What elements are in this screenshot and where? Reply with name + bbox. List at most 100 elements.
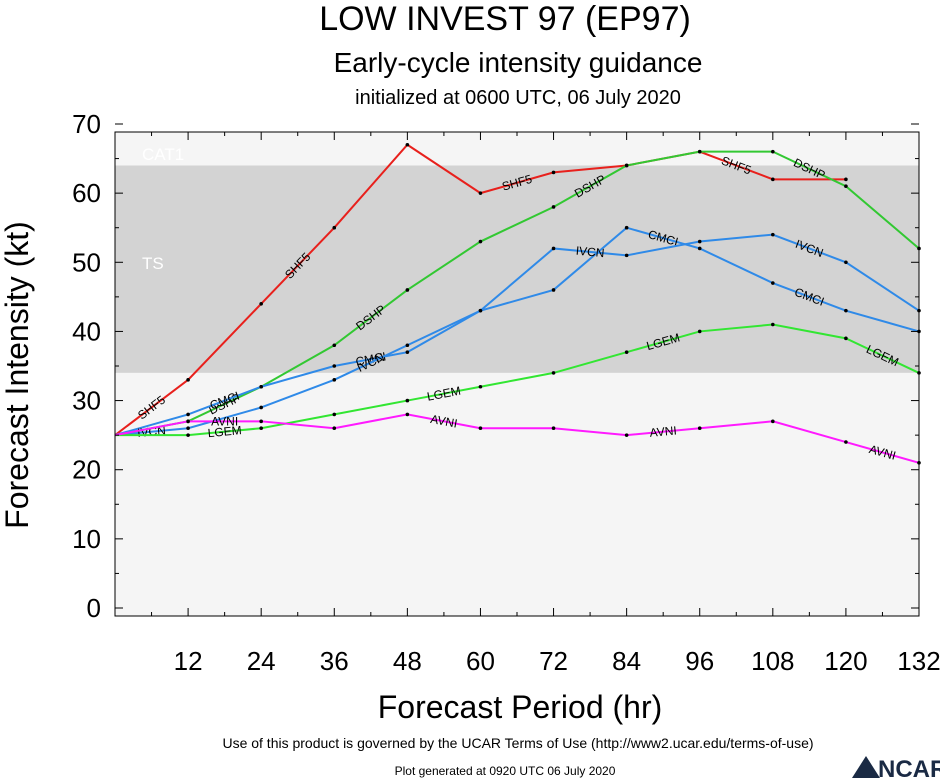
x-tick-label: 108 [751, 646, 794, 676]
y-tick-label: 30 [72, 386, 101, 416]
series-line-lgem [115, 323, 920, 437]
series-label-avni: AVNI [649, 423, 677, 439]
band-labels: CAT1 TS [142, 145, 184, 273]
data-point [259, 384, 263, 389]
data-point [186, 433, 190, 437]
x-axis-label: Forecast Period (hr) [378, 689, 663, 725]
band-ts [115, 165, 919, 373]
x-tick-label: 120 [824, 646, 867, 676]
data-point [551, 246, 556, 251]
data-point [332, 378, 337, 382]
data-point [551, 426, 556, 431]
series-line-avni [114, 413, 920, 464]
y-tick-label: 70 [72, 109, 101, 139]
data-point [332, 426, 337, 431]
data-point [697, 239, 702, 244]
intensity-bands [115, 132, 919, 616]
band-cat1 [115, 132, 919, 166]
data-point [405, 343, 410, 348]
data-point [405, 288, 410, 292]
series-line-dshp [114, 150, 920, 437]
data-point [771, 177, 775, 182]
band-below-ts [115, 372, 919, 616]
data-point [844, 177, 848, 182]
data-point [186, 426, 190, 431]
y-axis-ticks: 0 10 20 30 40 50 60 70 [72, 109, 919, 623]
series-label-lgem: LGEM [426, 384, 462, 404]
x-tick-label: 132 [897, 646, 940, 676]
chart-title: LOW INVEST 97 (EP97) [319, 0, 691, 38]
x-tick-label: 24 [247, 646, 276, 676]
ncar-logo-text: NCAR [878, 756, 940, 780]
ncar-logo-icon [852, 756, 880, 778]
data-point [332, 364, 337, 368]
data-point [771, 419, 775, 424]
data-point [624, 225, 629, 230]
data-point [771, 149, 775, 154]
terms-of-use: Use of this product is governed by the U… [222, 735, 813, 751]
data-point [478, 191, 483, 195]
ncar-logo: NCAR [852, 756, 940, 780]
data-point [551, 205, 556, 209]
data-point [405, 398, 410, 403]
data-point [478, 426, 483, 431]
data-point [405, 412, 410, 417]
data-point [259, 419, 263, 424]
data-point [697, 329, 702, 334]
data-point [186, 419, 190, 424]
data-point [186, 378, 190, 382]
data-point [259, 301, 263, 306]
data-point [624, 350, 629, 354]
data-point [478, 239, 483, 244]
y-tick-label: 10 [72, 524, 101, 554]
x-tick-label: 60 [466, 646, 495, 676]
data-point [771, 232, 775, 237]
series-label-ivcn: IVCN [575, 244, 605, 261]
data-point [478, 308, 483, 313]
y-tick-label: 40 [72, 316, 101, 346]
series-line-cmci [114, 226, 920, 437]
x-tick-label: 96 [685, 646, 714, 676]
x-tick-label: 12 [174, 646, 203, 676]
y-tick-label: 0 [87, 593, 101, 623]
band-label-cat1: CAT1 [142, 145, 184, 164]
x-tick-label: 72 [539, 646, 568, 676]
y-tick-label: 50 [72, 247, 101, 277]
series-label-cmci: CMCI [354, 349, 387, 368]
data-point [551, 371, 556, 375]
y-axis-label: Forecast Intensity (kt) [0, 221, 35, 529]
data-point [551, 170, 556, 175]
y-tick-label: 20 [72, 455, 101, 485]
data-point [259, 405, 263, 410]
x-tick-label: 48 [393, 646, 422, 676]
y-tick-label: 60 [72, 178, 101, 208]
data-point [697, 246, 702, 251]
data-point [405, 350, 410, 354]
series-line-ivcn [114, 233, 920, 437]
data-point [624, 253, 629, 258]
data-point [624, 163, 629, 168]
data-point [697, 426, 702, 431]
data-point [697, 149, 702, 154]
data-point [771, 281, 775, 285]
data-point [186, 412, 190, 417]
x-axis-ticks: 12 24 36 48 60 72 84 96 108 120 132 [151, 132, 940, 676]
data-point [478, 384, 483, 389]
data-point [405, 142, 410, 147]
chart-subtitle: Early-cycle intensity guidance [334, 47, 703, 78]
data-point [332, 412, 337, 417]
data-point [771, 322, 775, 327]
data-point [844, 260, 848, 265]
data-point [844, 440, 848, 444]
data-point [332, 343, 337, 348]
series-label-avni: AVNI [429, 412, 458, 431]
data-point [844, 308, 848, 313]
series-label-avni: AVNI [211, 414, 238, 428]
data-point [332, 225, 337, 230]
data-point [259, 426, 263, 431]
data-point [844, 336, 848, 341]
init-time: initialized at 0600 UTC, 06 July 2020 [355, 87, 681, 109]
x-tick-label: 84 [612, 646, 641, 676]
